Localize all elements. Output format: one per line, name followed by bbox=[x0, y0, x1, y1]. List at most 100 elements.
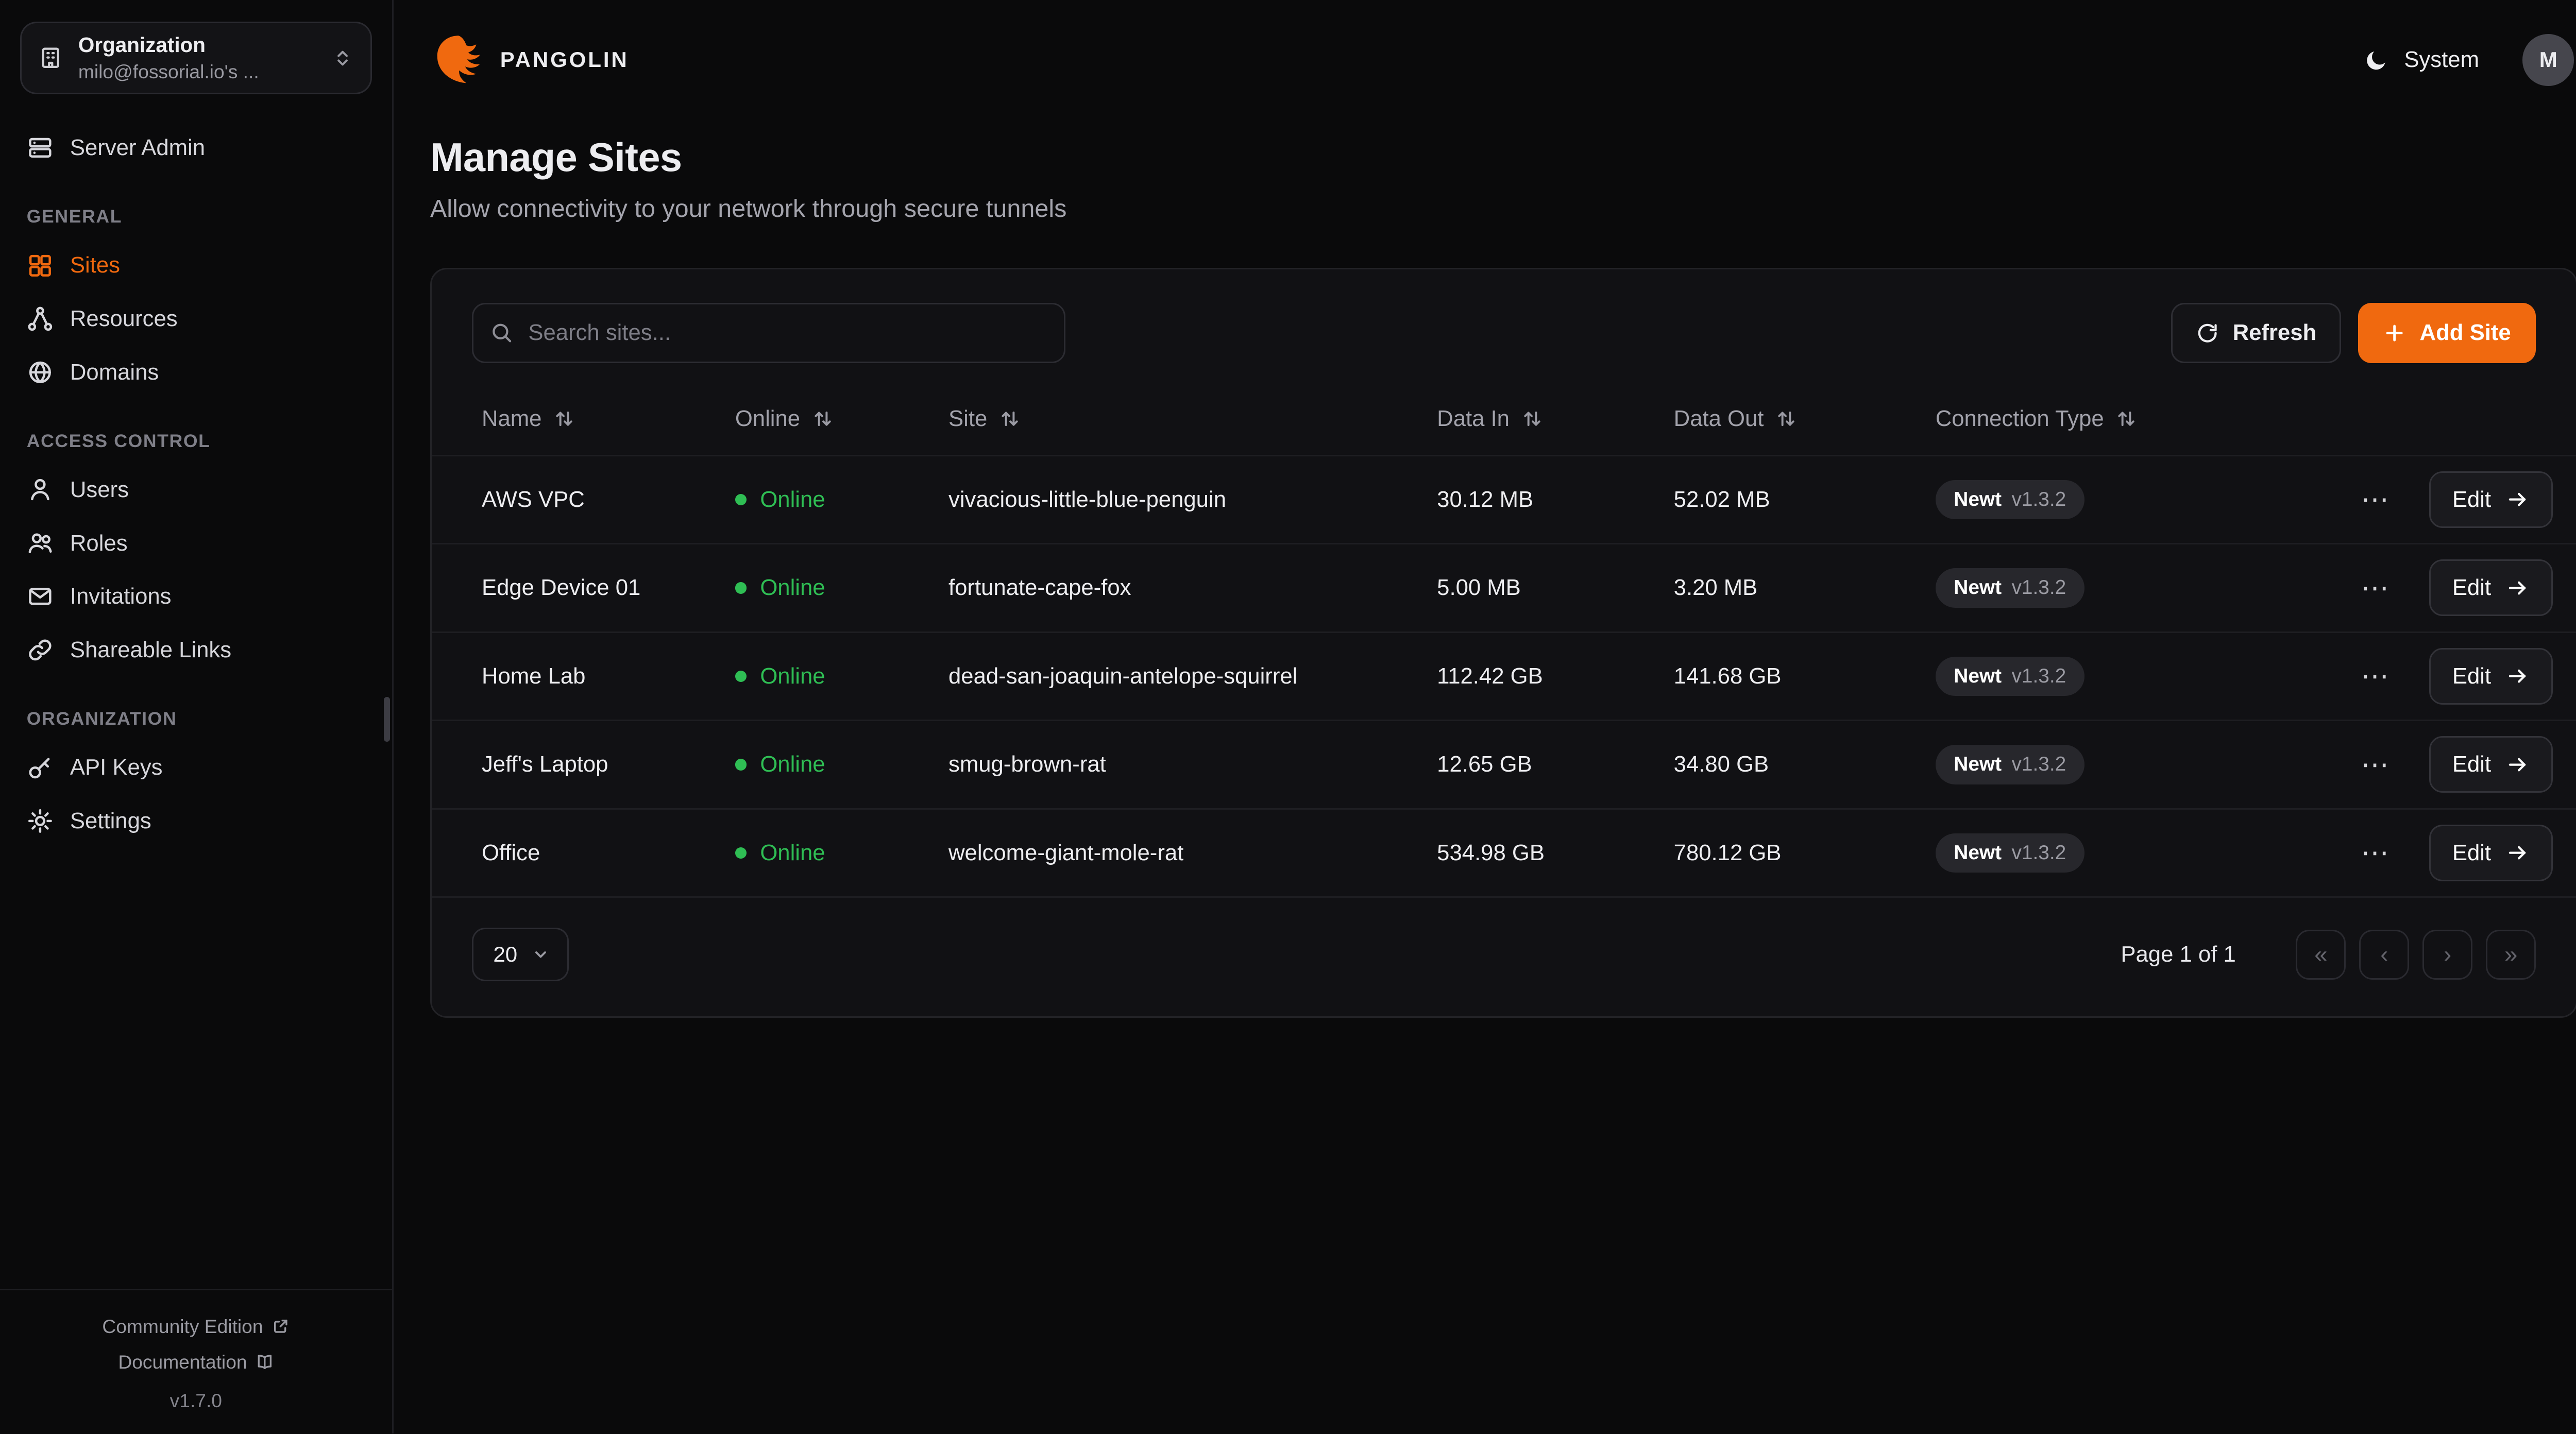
column-header-data-out[interactable]: Data Out bbox=[1674, 406, 1936, 432]
page-size-select[interactable]: 20 bbox=[471, 928, 569, 981]
data-in-cell: 12.65 GB bbox=[1437, 752, 1532, 777]
connection-type-badge: Newt v1.3.2 bbox=[1935, 480, 2084, 520]
community-edition-label: Community Edition bbox=[102, 1315, 263, 1337]
sort-arrows-icon bbox=[1521, 408, 1543, 430]
sidebar-footer: Community Edition Documentation v1.7.0 bbox=[0, 1289, 392, 1433]
sidebar-item-label: Shareable Links bbox=[70, 637, 232, 662]
edit-button[interactable]: Edit bbox=[2429, 824, 2553, 881]
data-out-cell: 3.20 MB bbox=[1673, 575, 1758, 601]
sidebar-item-settings[interactable]: Settings bbox=[0, 794, 392, 848]
row-menu-button[interactable]: ⋯ bbox=[2354, 570, 2396, 605]
search-box bbox=[471, 303, 1065, 363]
next-page-button[interactable]: › bbox=[2422, 929, 2473, 980]
edit-button[interactable]: Edit bbox=[2429, 647, 2553, 705]
chevrons-up-down-icon bbox=[332, 47, 353, 69]
online-status-cell: Online bbox=[735, 487, 948, 513]
page-subtitle: Allow connectivity to your network throu… bbox=[430, 194, 1067, 223]
key-icon bbox=[29, 758, 50, 779]
arrow-right-icon bbox=[2506, 753, 2529, 776]
user-icon bbox=[30, 479, 49, 501]
table-row: Jeff's Laptop Online smug-brown-rat 12.6… bbox=[431, 721, 2576, 810]
edit-label: Edit bbox=[2452, 752, 2492, 777]
pager: « ‹ › » bbox=[2296, 929, 2536, 980]
sidebar-item-label: Resources bbox=[70, 306, 178, 331]
first-page-button[interactable]: « bbox=[2296, 929, 2346, 980]
edit-button[interactable]: Edit bbox=[2429, 736, 2553, 793]
add-site-button[interactable]: Add Site bbox=[2358, 303, 2536, 363]
user-avatar[interactable]: M bbox=[2522, 34, 2574, 86]
edit-button[interactable]: Edit bbox=[2429, 471, 2553, 528]
edit-label: Edit bbox=[2452, 663, 2492, 689]
search-input[interactable] bbox=[471, 303, 1065, 363]
online-status-cell: Online bbox=[735, 752, 948, 777]
sort-arrows-icon bbox=[553, 408, 575, 430]
site-name-cell: Home Lab bbox=[481, 663, 586, 689]
site-name-cell: Edge Device 01 bbox=[481, 575, 641, 601]
sidebar-item-roles[interactable]: Roles bbox=[0, 517, 392, 570]
row-menu-button[interactable]: ⋯ bbox=[2354, 482, 2396, 517]
arrow-right-icon bbox=[2506, 841, 2529, 864]
site-slug-cell: dead-san-joaquin-antelope-squirrel bbox=[948, 663, 1298, 689]
moon-icon bbox=[2366, 52, 2385, 70]
column-header-connection-type[interactable]: Connection Type bbox=[1936, 406, 2311, 432]
table-row: Edge Device 01 Online fortunate-cape-fox… bbox=[431, 544, 2576, 633]
online-status-label: Online bbox=[760, 575, 825, 601]
sites-card: Refresh Add Site Name Online bbox=[430, 268, 2576, 1018]
edit-button[interactable]: Edit bbox=[2429, 559, 2553, 617]
sort-arrows-icon bbox=[812, 408, 834, 430]
org-switcher-title: Organization bbox=[78, 33, 206, 57]
sidebar-item-api-keys[interactable]: API Keys bbox=[0, 741, 392, 795]
online-status-label: Online bbox=[760, 752, 825, 777]
sidebar-item-shareable-links[interactable]: Shareable Links bbox=[0, 623, 392, 677]
previous-page-button[interactable]: ‹ bbox=[2359, 929, 2410, 980]
connection-type-cell: Newt v1.3.2 bbox=[1935, 745, 2311, 784]
data-in-cell: 112.42 GB bbox=[1437, 663, 1543, 689]
site-slug-cell: vivacious-little-blue-penguin bbox=[948, 486, 1226, 512]
last-page-button[interactable]: » bbox=[2486, 929, 2536, 980]
row-menu-button[interactable]: ⋯ bbox=[2354, 747, 2396, 782]
sidebar-item-label: API Keys bbox=[70, 755, 163, 780]
link-icon bbox=[28, 639, 52, 661]
sidebar-item-invitations[interactable]: Invitations bbox=[0, 570, 392, 623]
row-actions: ⋯ Edit bbox=[2311, 824, 2556, 881]
sidebar-item-domains[interactable]: Domains bbox=[0, 346, 392, 399]
row-actions: ⋯ Edit bbox=[2311, 471, 2556, 528]
site-name-cell: Jeff's Laptop bbox=[481, 752, 608, 777]
search-icon bbox=[493, 323, 512, 343]
online-dot-icon bbox=[735, 759, 747, 771]
sort-arrows-icon bbox=[2115, 408, 2137, 430]
edit-label: Edit bbox=[2452, 575, 2492, 601]
column-header-data-in[interactable]: Data In bbox=[1437, 406, 1674, 432]
data-out-cell: 141.68 GB bbox=[1673, 663, 1782, 689]
refresh-button[interactable]: Refresh bbox=[2171, 303, 2342, 363]
sidebar-item-users[interactable]: Users bbox=[0, 463, 392, 517]
org-switcher[interactable]: Organization milo@fossorial.io's ... bbox=[20, 22, 372, 95]
card-toolbar: Refresh Add Site bbox=[432, 269, 2576, 366]
row-menu-button[interactable]: ⋯ bbox=[2354, 835, 2396, 870]
connection-type-badge: Newt v1.3.2 bbox=[1935, 833, 2084, 873]
theme-toggle-button[interactable]: System bbox=[2354, 45, 2489, 74]
sidebar-item-resources[interactable]: Resources bbox=[0, 292, 392, 346]
data-out-cell: 52.02 MB bbox=[1673, 486, 1770, 512]
connection-type-cell: Newt v1.3.2 bbox=[1935, 568, 2311, 608]
community-edition-link[interactable]: Community Edition bbox=[13, 1309, 379, 1344]
mail-icon bbox=[28, 588, 52, 605]
connection-version: v1.3.2 bbox=[2011, 753, 2066, 776]
data-out-cell: 34.80 GB bbox=[1673, 752, 1769, 777]
column-header-online[interactable]: Online bbox=[735, 406, 948, 432]
connection-version: v1.3.2 bbox=[2011, 576, 2066, 599]
documentation-link[interactable]: Documentation bbox=[13, 1344, 379, 1380]
sidebar-item-server-admin[interactable]: Server Admin bbox=[0, 121, 392, 175]
building-icon bbox=[38, 45, 63, 71]
column-header-name[interactable]: Name bbox=[482, 406, 735, 432]
online-status-cell: Online bbox=[735, 575, 948, 601]
users-icon bbox=[28, 533, 52, 553]
online-status-label: Online bbox=[760, 486, 825, 512]
column-header-site[interactable]: Site bbox=[948, 406, 1437, 432]
sidebar-scrollbar[interactable] bbox=[383, 696, 391, 742]
sidebar-item-sites[interactable]: Sites bbox=[0, 239, 392, 293]
row-menu-button[interactable]: ⋯ bbox=[2354, 659, 2396, 694]
add-site-label: Add Site bbox=[2419, 320, 2511, 346]
sidebar-item-label: Sites bbox=[70, 252, 120, 278]
online-status-cell: Online bbox=[735, 840, 948, 866]
